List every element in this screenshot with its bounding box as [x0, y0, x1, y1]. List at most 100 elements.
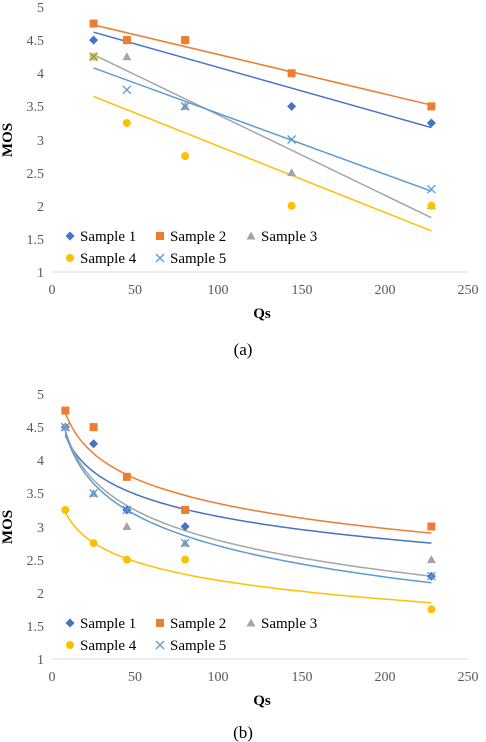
x-tick-label: 50: [128, 670, 142, 685]
data-point: [89, 52, 99, 62]
x-tick-label: 200: [375, 670, 396, 685]
legend-label: Sample 3: [261, 229, 317, 245]
legend-entry: Sample 1: [65, 229, 136, 245]
y-tick-label: 1.5: [27, 620, 45, 635]
y-tick-label: 1: [37, 266, 44, 281]
y-tick-label: 5: [37, 1, 44, 16]
data-point: [181, 555, 190, 564]
data-point: [427, 605, 436, 614]
y-tick-label: 3: [37, 134, 44, 149]
legend-entry: Sample 2: [156, 229, 226, 245]
legend-marker-square: [156, 232, 164, 240]
legend-label: Sample 1: [80, 229, 136, 245]
legend-marker-triangle: [246, 618, 256, 627]
legend-entry: Sample 5: [155, 638, 226, 654]
legend-marker-x: [155, 640, 165, 650]
legend-entry: Sample 3: [246, 229, 317, 245]
plot-area: [89, 19, 436, 232]
trendline-sample-4: [93, 95, 432, 232]
legend: Sample 1 Sample 2 Sample 3 Sample 4 Samp…: [65, 616, 317, 654]
y-tick-label: 1: [37, 653, 44, 668]
chart-b: 1 1.5 2 2.5 3 3.5 4 4.5 5 0 50 100 150 2…: [0, 388, 479, 742]
data-point: [287, 201, 296, 210]
legend-marker-circle: [66, 641, 74, 649]
data-point: [426, 118, 436, 128]
x-tick-label: 0: [49, 283, 56, 298]
data-point: [426, 555, 436, 564]
x-tick-label: 250: [458, 283, 479, 298]
x-tick-label: 0: [49, 670, 56, 685]
trendline-sample-1: [93, 31, 432, 129]
legend-entry: Sample 3: [246, 616, 317, 632]
data-point: [287, 168, 297, 177]
legend-entry: Sample 1: [65, 616, 136, 632]
trendline-sample-3: [64, 430, 432, 577]
legend-label: Sample 2: [170, 616, 226, 632]
y-tick-labels: 1 1.5 2 2.5 3 3.5 4 4.5 5: [27, 388, 45, 668]
data-point: [427, 522, 436, 531]
data-point: [61, 505, 70, 514]
data-point: [122, 36, 131, 45]
x-tick-labels: 0 50 100 150 200 250: [49, 670, 479, 685]
y-tick-label: 3.5: [27, 100, 45, 115]
legend-label: Sample 4: [80, 638, 137, 654]
legend-marker-diamond: [65, 618, 75, 628]
trendline-sample-5: [93, 67, 432, 192]
chart-caption: (b): [233, 723, 253, 742]
x-tick-label: 250: [458, 670, 479, 685]
trendline-sample-5: [64, 432, 432, 584]
data-point: [180, 522, 190, 531]
legend: Sample 1 Sample 2 Sample 3 Sample 4 Samp…: [65, 229, 317, 267]
data-point: [287, 69, 296, 78]
data-point: [426, 571, 436, 581]
data-point: [89, 488, 99, 498]
legend-marker-square: [156, 619, 164, 627]
x-tick-label: 150: [292, 283, 313, 298]
data-point: [122, 472, 131, 481]
legend-label: Sample 3: [261, 616, 317, 632]
data-point: [89, 439, 99, 449]
legend-entry: Sample 5: [155, 251, 226, 267]
legend-entry: Sample 4: [66, 251, 137, 267]
chart-caption: (a): [234, 340, 253, 359]
y-tick-label: 3.5: [27, 487, 45, 502]
y-tick-label: 1.5: [27, 233, 45, 248]
y-tick-label: 5: [37, 388, 44, 403]
data-point: [122, 522, 132, 530]
x-tick-label: 100: [208, 283, 229, 298]
data-point: [122, 85, 132, 95]
data-point: [181, 152, 190, 161]
data-point: [89, 19, 98, 28]
legend-marker-triangle: [246, 231, 256, 240]
x-tick-label: 150: [292, 670, 313, 685]
data-point: [89, 539, 98, 548]
x-axis-title: Qs: [253, 693, 271, 709]
data-point: [122, 555, 131, 564]
x-tick-label: 200: [375, 283, 396, 298]
y-tick-label: 4: [37, 67, 44, 82]
data-point: [89, 35, 99, 45]
legend-marker-x: [155, 253, 165, 263]
data-point: [122, 118, 131, 127]
y-tick-label: 4.5: [27, 34, 45, 49]
legend-marker-circle: [66, 254, 74, 262]
data-point: [427, 201, 436, 210]
legend-label: Sample 5: [170, 251, 226, 267]
data-point: [287, 135, 297, 144]
data-point: [61, 406, 70, 415]
trendline-sample-2: [93, 24, 432, 106]
data-point: [122, 505, 132, 515]
y-tick-label: 4.5: [27, 421, 45, 436]
legend-label: Sample 4: [80, 251, 137, 267]
data-point: [180, 101, 190, 111]
x-tick-label: 100: [208, 670, 229, 685]
trendline-sample-2: [64, 412, 432, 534]
legend-entry: Sample 2: [156, 616, 226, 632]
data-point: [180, 538, 190, 548]
trendline-sample-1: [64, 434, 432, 544]
y-tick-label: 2: [37, 587, 44, 602]
legend-entry: Sample 4: [66, 638, 137, 654]
data-point: [60, 422, 70, 432]
data-point: [89, 423, 98, 432]
